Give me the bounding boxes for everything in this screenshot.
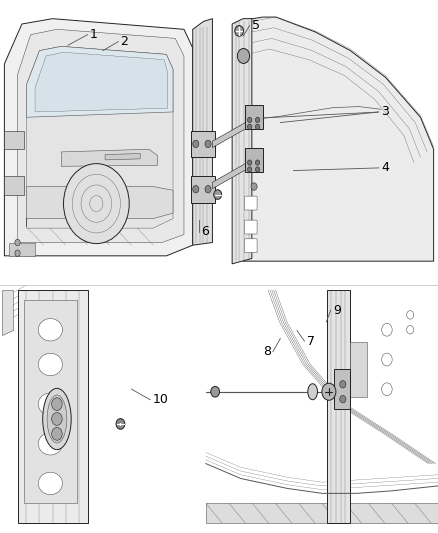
Polygon shape <box>327 290 350 523</box>
Circle shape <box>205 140 211 148</box>
Polygon shape <box>35 52 168 112</box>
Text: 6: 6 <box>201 225 209 238</box>
Text: 2: 2 <box>120 35 128 48</box>
FancyBboxPatch shape <box>244 220 257 234</box>
Circle shape <box>255 124 260 130</box>
FancyBboxPatch shape <box>244 196 257 210</box>
Circle shape <box>406 311 413 319</box>
Circle shape <box>381 324 392 336</box>
FancyBboxPatch shape <box>334 369 350 409</box>
Circle shape <box>381 383 392 395</box>
Ellipse shape <box>308 384 318 400</box>
Polygon shape <box>26 187 173 227</box>
Ellipse shape <box>47 395 67 443</box>
FancyBboxPatch shape <box>191 176 215 203</box>
Circle shape <box>381 353 392 366</box>
Circle shape <box>340 381 346 388</box>
Polygon shape <box>2 290 13 335</box>
Circle shape <box>52 398 62 410</box>
Text: 3: 3 <box>381 106 389 118</box>
Ellipse shape <box>43 389 71 450</box>
Circle shape <box>247 124 252 130</box>
Polygon shape <box>232 19 252 264</box>
Circle shape <box>406 326 413 334</box>
Circle shape <box>15 250 20 256</box>
Circle shape <box>64 164 129 244</box>
Polygon shape <box>105 154 140 160</box>
Circle shape <box>340 395 346 403</box>
Ellipse shape <box>39 472 63 495</box>
Text: 7: 7 <box>307 335 314 348</box>
Text: 1: 1 <box>90 28 98 41</box>
Circle shape <box>116 418 125 429</box>
Polygon shape <box>9 243 35 256</box>
Circle shape <box>322 383 336 400</box>
Polygon shape <box>212 123 245 148</box>
FancyBboxPatch shape <box>244 239 257 253</box>
Circle shape <box>255 117 260 123</box>
FancyBboxPatch shape <box>350 342 367 397</box>
Text: 4: 4 <box>381 161 389 174</box>
Circle shape <box>247 167 252 172</box>
Ellipse shape <box>39 393 63 415</box>
Circle shape <box>251 183 257 190</box>
FancyBboxPatch shape <box>245 105 263 129</box>
Ellipse shape <box>39 353 63 376</box>
Polygon shape <box>243 17 434 261</box>
Circle shape <box>235 26 244 36</box>
Circle shape <box>52 427 62 440</box>
Polygon shape <box>26 46 173 228</box>
Circle shape <box>15 239 20 246</box>
FancyBboxPatch shape <box>191 131 215 157</box>
Circle shape <box>211 386 219 397</box>
Polygon shape <box>4 131 24 149</box>
Text: 5: 5 <box>252 19 260 32</box>
Circle shape <box>237 49 250 63</box>
Polygon shape <box>4 19 193 256</box>
Circle shape <box>214 190 222 199</box>
Polygon shape <box>4 176 24 195</box>
Ellipse shape <box>39 319 63 341</box>
Polygon shape <box>61 149 158 166</box>
Circle shape <box>193 185 199 193</box>
Circle shape <box>247 117 252 123</box>
Polygon shape <box>18 29 184 243</box>
Polygon shape <box>18 290 88 523</box>
Circle shape <box>193 140 199 148</box>
Circle shape <box>255 160 260 165</box>
Polygon shape <box>206 503 438 523</box>
FancyBboxPatch shape <box>245 148 263 172</box>
Text: 10: 10 <box>152 393 168 406</box>
Text: 8: 8 <box>263 345 271 358</box>
Circle shape <box>52 413 62 425</box>
Text: 9: 9 <box>333 304 341 317</box>
Polygon shape <box>212 164 245 189</box>
Ellipse shape <box>39 433 63 455</box>
Circle shape <box>205 185 211 193</box>
Polygon shape <box>26 46 173 117</box>
Circle shape <box>247 160 252 165</box>
Polygon shape <box>193 19 212 245</box>
Polygon shape <box>24 300 77 503</box>
Circle shape <box>255 167 260 172</box>
